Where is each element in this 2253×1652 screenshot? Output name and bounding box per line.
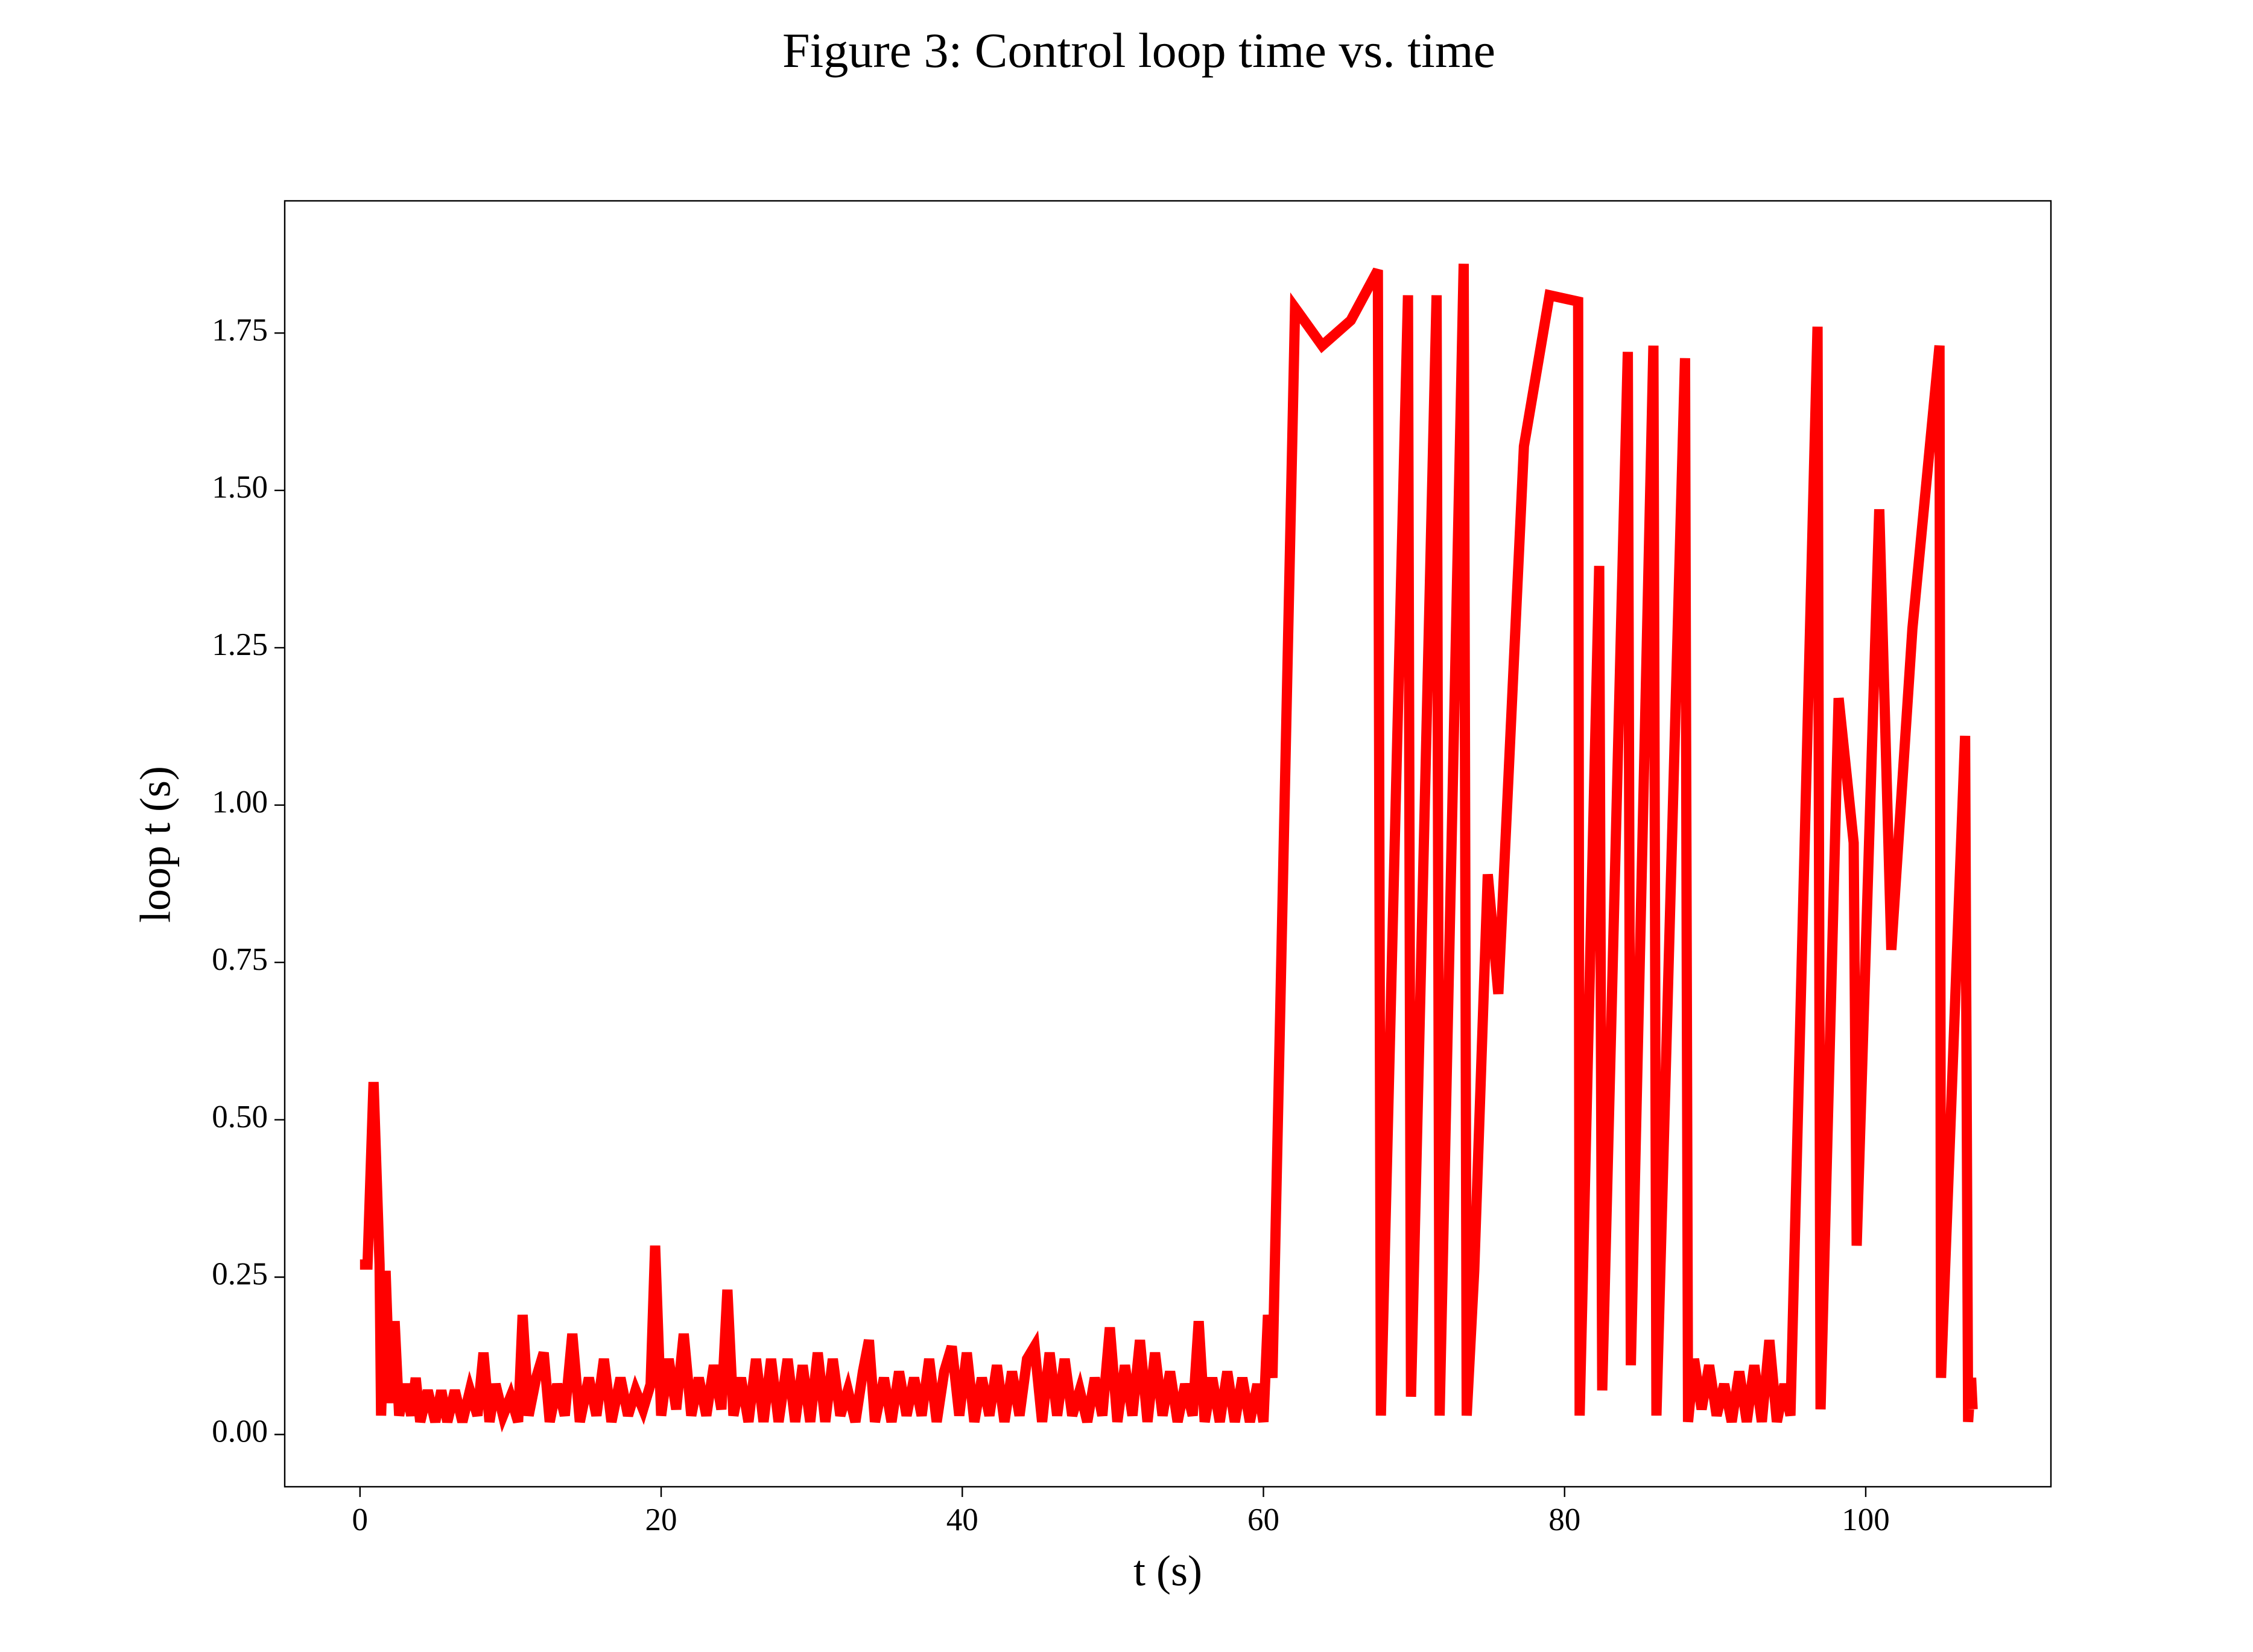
y-tick-label: 1.75	[212, 312, 268, 347]
axes-frame	[284, 200, 2052, 1488]
x-tick-label: 20	[645, 1502, 677, 1537]
y-tick-label: 1.50	[212, 470, 268, 505]
x-tick-label: 40	[946, 1502, 978, 1537]
x-tick-label: 100	[1842, 1502, 1890, 1537]
y-tick-label: 0.00	[212, 1414, 268, 1449]
x-axis-label: t (s)	[1133, 1547, 1202, 1595]
chart-title: Figure 3: Control loop time vs. time	[782, 23, 1495, 78]
y-tick-label: 0.50	[212, 1100, 268, 1135]
y-tick-label: 1.25	[212, 627, 268, 662]
y-tick-label: 0.25	[212, 1257, 268, 1292]
y-axis-label: loop t (s)	[132, 766, 180, 923]
x-tick-label: 0	[352, 1502, 369, 1537]
y-tick-label: 0.75	[212, 942, 268, 977]
y-tick-label: 1.00	[212, 785, 268, 820]
data-line	[360, 264, 1978, 1433]
x-tick-label: 60	[1247, 1502, 1279, 1537]
x-tick-label: 80	[1548, 1502, 1580, 1537]
